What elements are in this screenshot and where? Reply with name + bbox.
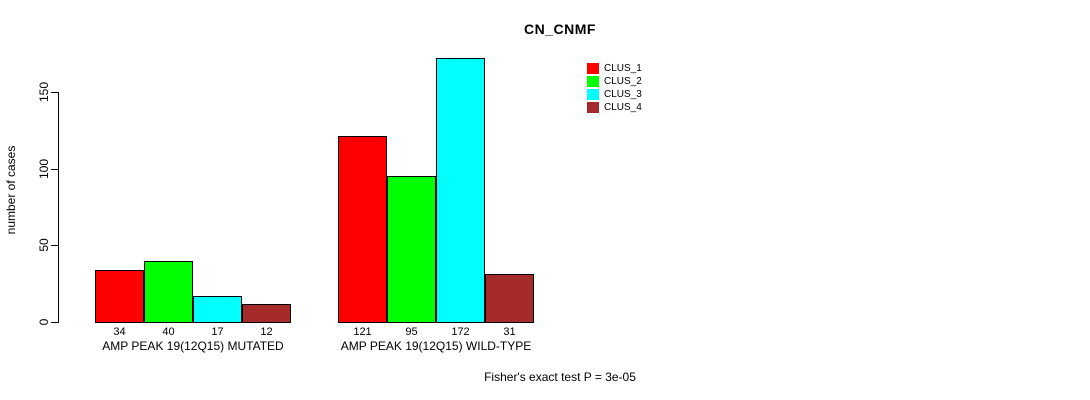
bar-value-label: 12 (260, 326, 273, 338)
y-tick-label: 0 (37, 318, 51, 326)
y-tick-label: 100 (37, 158, 51, 179)
legend-swatch-icon (587, 76, 599, 87)
legend-label: CLUS_3 (604, 89, 642, 100)
legend-row: CLUS_3 (587, 88, 642, 101)
bar-clus_1 (338, 136, 387, 323)
legend-swatch-icon (587, 89, 599, 100)
bar-clus_2 (144, 261, 193, 323)
legend-label: CLUS_1 (604, 63, 642, 74)
bar-clus_2 (387, 176, 436, 323)
chart-title: CN_CNMF (524, 21, 596, 37)
bar-clus_4 (242, 304, 291, 323)
chart-footer-stat: Fisher's exact test P = 3e-05 (484, 370, 636, 384)
bar-clus_3 (436, 58, 485, 323)
bar-value-label: 40 (162, 326, 175, 338)
legend-label: CLUS_4 (604, 102, 642, 113)
legend-label: CLUS_2 (604, 76, 642, 87)
bar-value-label: 121 (353, 326, 372, 338)
legend-swatch-icon (587, 102, 599, 113)
group-label: AMP PEAK 19(12Q15) MUTATED (102, 339, 284, 353)
y-tick-mark (51, 245, 58, 247)
bar-clus_4 (485, 274, 534, 323)
y-axis-label: number of cases (4, 145, 18, 235)
y-axis-line (58, 92, 59, 323)
legend-swatch-icon (587, 63, 599, 74)
legend-row: CLUS_4 (587, 101, 642, 114)
legend: CLUS_1 CLUS_2 CLUS_3 CLUS_4 (587, 62, 642, 114)
bar-clus_3 (193, 296, 242, 323)
bar-clus_1 (95, 270, 144, 323)
bar-value-label: 172 (451, 326, 470, 338)
y-tick-label: 50 (37, 238, 51, 253)
bar-value-label: 17 (211, 326, 224, 338)
group-label: AMP PEAK 19(12Q15) WILD-TYPE (340, 339, 532, 353)
legend-row: CLUS_1 (587, 62, 642, 75)
bar-value-label: 31 (503, 326, 516, 338)
legend-row: CLUS_2 (587, 75, 642, 88)
y-tick-label: 150 (37, 81, 51, 103)
bar-value-label: 34 (113, 326, 126, 338)
y-tick-mark (51, 322, 58, 323)
y-tick-mark (51, 168, 58, 170)
bar-value-label: 95 (405, 326, 418, 338)
y-tick-mark (51, 92, 58, 93)
